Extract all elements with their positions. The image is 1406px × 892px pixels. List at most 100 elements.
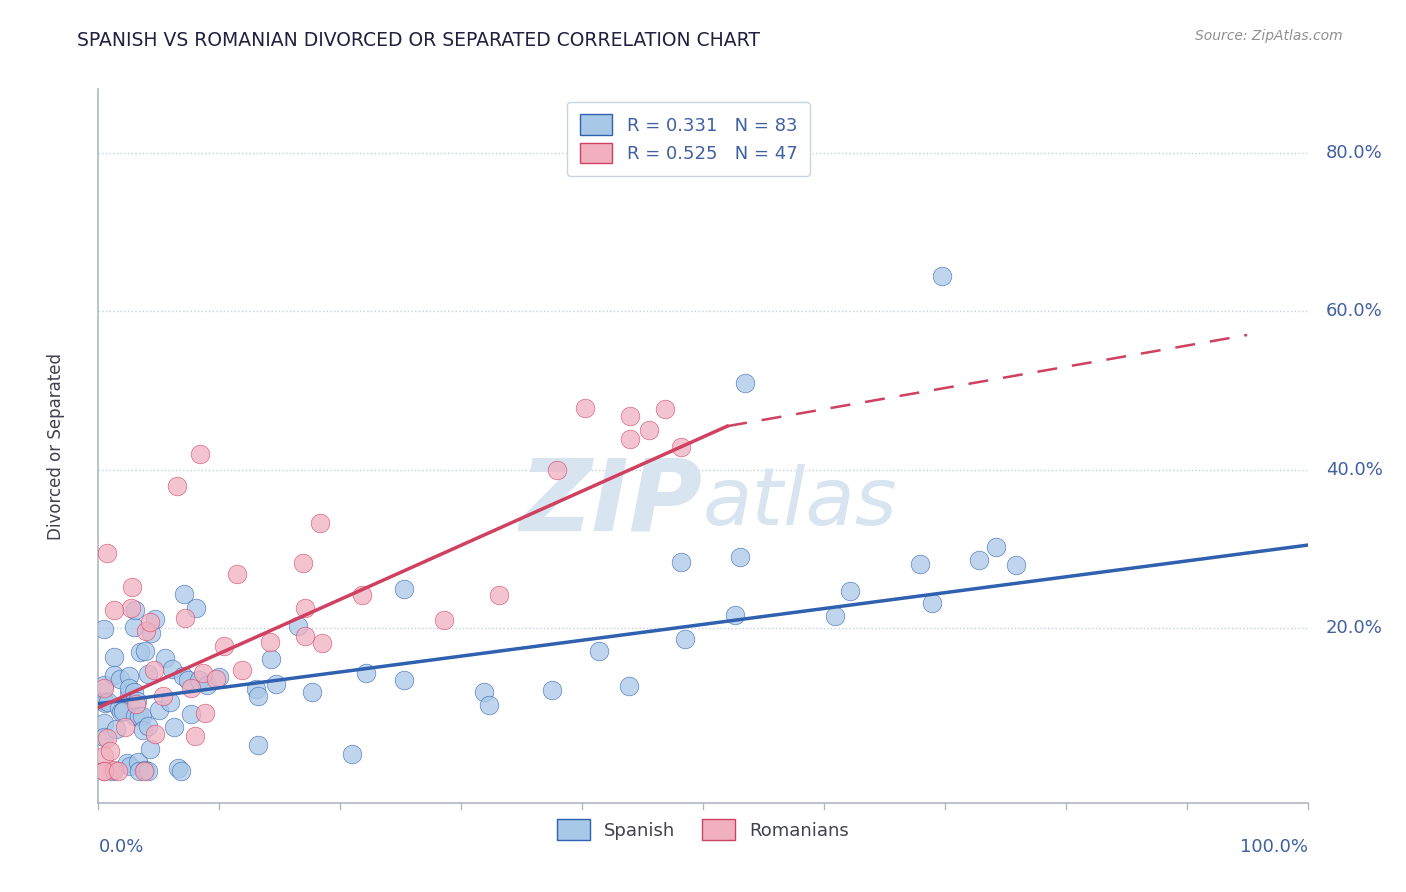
- Point: [108, 672, 131, 686]
- Point: [120, 759, 142, 773]
- Point: [177, 673, 200, 688]
- Point: [134, 763, 156, 777]
- Point: [97, 696, 120, 710]
- Point: [136, 666, 159, 681]
- Point: [93, 681, 115, 696]
- Point: [734, 376, 756, 390]
- Point: [308, 516, 330, 530]
- Point: [287, 618, 309, 632]
- Point: [231, 664, 253, 678]
- Point: [1005, 558, 1028, 573]
- Point: [194, 706, 217, 721]
- Point: [139, 742, 162, 756]
- Point: [824, 609, 846, 624]
- Point: [114, 720, 136, 734]
- Point: [141, 626, 163, 640]
- Point: [226, 566, 249, 581]
- Point: [139, 615, 162, 629]
- Point: [103, 603, 125, 617]
- Point: [191, 665, 214, 680]
- Point: [908, 557, 931, 571]
- Text: 80.0%: 80.0%: [1326, 144, 1382, 161]
- Point: [159, 695, 181, 709]
- Point: [669, 555, 692, 569]
- Point: [93, 716, 115, 731]
- Point: [103, 650, 125, 665]
- Point: [108, 701, 131, 715]
- Point: [637, 423, 659, 437]
- Text: 60.0%: 60.0%: [1326, 302, 1382, 320]
- Text: 0.0%: 0.0%: [98, 838, 143, 856]
- Point: [93, 694, 115, 708]
- Point: [266, 677, 288, 691]
- Point: [838, 583, 860, 598]
- Point: [921, 596, 943, 610]
- Point: [155, 651, 177, 665]
- Point: [246, 690, 269, 704]
- Point: [117, 756, 139, 771]
- Point: [104, 722, 127, 736]
- Point: [122, 685, 145, 699]
- Point: [195, 678, 218, 692]
- Point: [166, 761, 188, 775]
- Point: [129, 645, 152, 659]
- Point: [132, 723, 155, 738]
- Point: [260, 652, 283, 666]
- Legend: Spanish, Romanians: Spanish, Romanians: [550, 812, 856, 847]
- Point: [294, 600, 316, 615]
- Point: [291, 557, 314, 571]
- Point: [142, 663, 165, 677]
- Point: [93, 764, 115, 778]
- Point: [669, 440, 692, 454]
- Point: [169, 764, 191, 778]
- Point: [172, 669, 194, 683]
- Text: 100.0%: 100.0%: [1240, 838, 1308, 856]
- Point: [107, 764, 129, 778]
- Point: [478, 698, 501, 712]
- Point: [472, 685, 495, 699]
- Point: [163, 720, 186, 734]
- Point: [588, 644, 610, 658]
- Point: [931, 268, 953, 283]
- Point: [96, 731, 118, 745]
- Point: [730, 549, 752, 564]
- Point: [135, 624, 157, 639]
- Point: [432, 613, 454, 627]
- Point: [131, 709, 153, 723]
- Point: [619, 409, 641, 423]
- Point: [392, 673, 415, 688]
- Point: [654, 401, 676, 416]
- Point: [125, 697, 148, 711]
- Point: [188, 673, 211, 687]
- Point: [134, 764, 156, 778]
- Point: [124, 603, 146, 617]
- Point: [112, 704, 135, 718]
- Point: [93, 622, 115, 636]
- Point: [128, 709, 150, 723]
- Point: [136, 764, 159, 778]
- Point: [143, 612, 166, 626]
- Text: atlas: atlas: [703, 464, 898, 542]
- Point: [143, 727, 166, 741]
- Point: [259, 634, 281, 648]
- Point: [184, 600, 207, 615]
- Point: [136, 719, 159, 733]
- Point: [180, 681, 202, 696]
- Point: [352, 588, 374, 602]
- Point: [986, 540, 1008, 554]
- Point: [619, 679, 641, 693]
- Point: [245, 681, 267, 696]
- Point: [724, 608, 747, 623]
- Point: [98, 744, 121, 758]
- Point: [619, 432, 641, 446]
- Point: [120, 601, 142, 615]
- Point: [96, 546, 118, 560]
- Point: [188, 447, 211, 461]
- Point: [94, 696, 117, 710]
- Point: [160, 662, 183, 676]
- Text: ZIP: ZIP: [520, 455, 703, 551]
- Point: [93, 731, 115, 745]
- Point: [103, 763, 125, 777]
- Point: [93, 678, 115, 692]
- Point: [103, 668, 125, 682]
